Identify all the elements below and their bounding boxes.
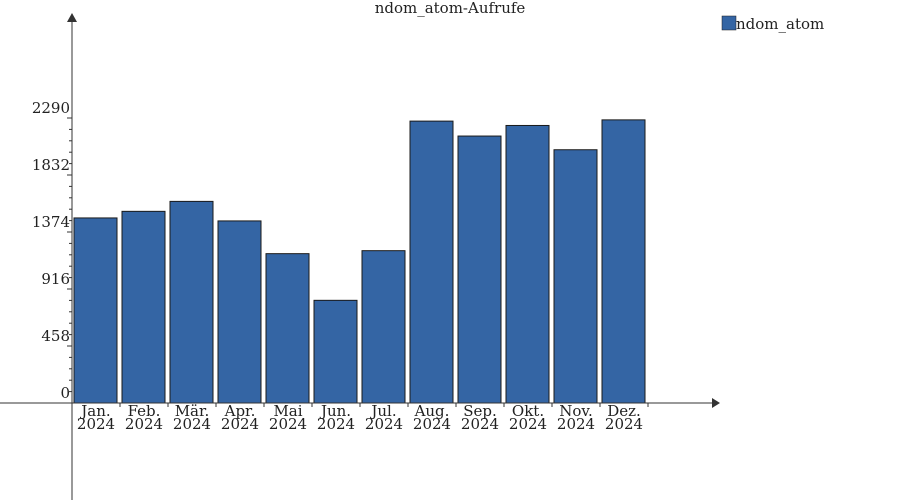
x-tick-label-month: Jan. — [79, 402, 110, 420]
x-axis-arrow — [712, 398, 720, 408]
x-tick-label-year: 2024 — [365, 415, 403, 433]
bar — [409, 120, 454, 404]
x-tick-label-month: Mär. — [175, 402, 210, 420]
bar — [265, 253, 310, 404]
x-tick-label-month: Nov. — [559, 402, 593, 420]
x-tick-label-year: 2024 — [509, 415, 547, 433]
y-ticks: 0 458 916 1374 1832 2290 — [32, 99, 72, 404]
bar — [73, 217, 118, 404]
x-ticks: Jan.2024Feb.2024Mär.2024Apr.2024Mai2024J… — [71, 402, 649, 433]
x-tick-label-year: 2024 — [77, 415, 115, 433]
x-tick-label-month: Jun. — [319, 402, 351, 420]
x-tick-label-year: 2024 — [413, 415, 451, 433]
x-tick-label-year: 2024 — [125, 415, 163, 433]
bars — [73, 119, 646, 404]
x-tick-label-year: 2024 — [605, 415, 643, 433]
bar — [457, 135, 502, 404]
x-tick-label-month: Jul. — [369, 402, 396, 420]
x-tick-label-month: Dez. — [607, 402, 641, 420]
legend: ndom_atom — [721, 15, 824, 33]
bar — [121, 210, 166, 404]
x-tick-label-month: Feb. — [128, 402, 161, 420]
x-tick-label-year: 2024 — [317, 415, 355, 433]
x-tick-label-year: 2024 — [269, 415, 307, 433]
bar — [313, 299, 358, 404]
x-tick-label-month: Okt. — [512, 402, 544, 420]
bar — [601, 119, 646, 404]
bar — [505, 124, 550, 404]
y-tick-label: 1832 — [32, 156, 70, 174]
x-tick-label-year: 2024 — [557, 415, 595, 433]
y-tick-label: 916 — [41, 270, 70, 288]
y-axis-arrow — [67, 13, 77, 22]
chart-title: ndom_atom-Aufrufe — [375, 0, 526, 17]
x-tick-label-month: Mai — [273, 402, 302, 420]
bar — [553, 149, 598, 404]
bar — [217, 220, 262, 404]
x-tick-label-year: 2024 — [173, 415, 211, 433]
legend-swatch — [721, 15, 737, 31]
y-tick-label: 458 — [41, 327, 70, 345]
bar — [169, 200, 214, 404]
x-tick-label-month: Apr. — [224, 402, 256, 420]
x-tick-label-year: 2024 — [461, 415, 499, 433]
x-tick-label-year: 2024 — [221, 415, 259, 433]
y-tick-label: 1374 — [32, 213, 70, 231]
x-tick-label-month: Sep. — [463, 402, 497, 420]
y-tick-label: 0 — [60, 384, 70, 402]
bar — [361, 250, 406, 404]
legend-label: ndom_atom — [736, 15, 824, 33]
y-tick-label: 2290 — [32, 99, 70, 117]
x-tick-label-month: Aug. — [414, 402, 450, 420]
